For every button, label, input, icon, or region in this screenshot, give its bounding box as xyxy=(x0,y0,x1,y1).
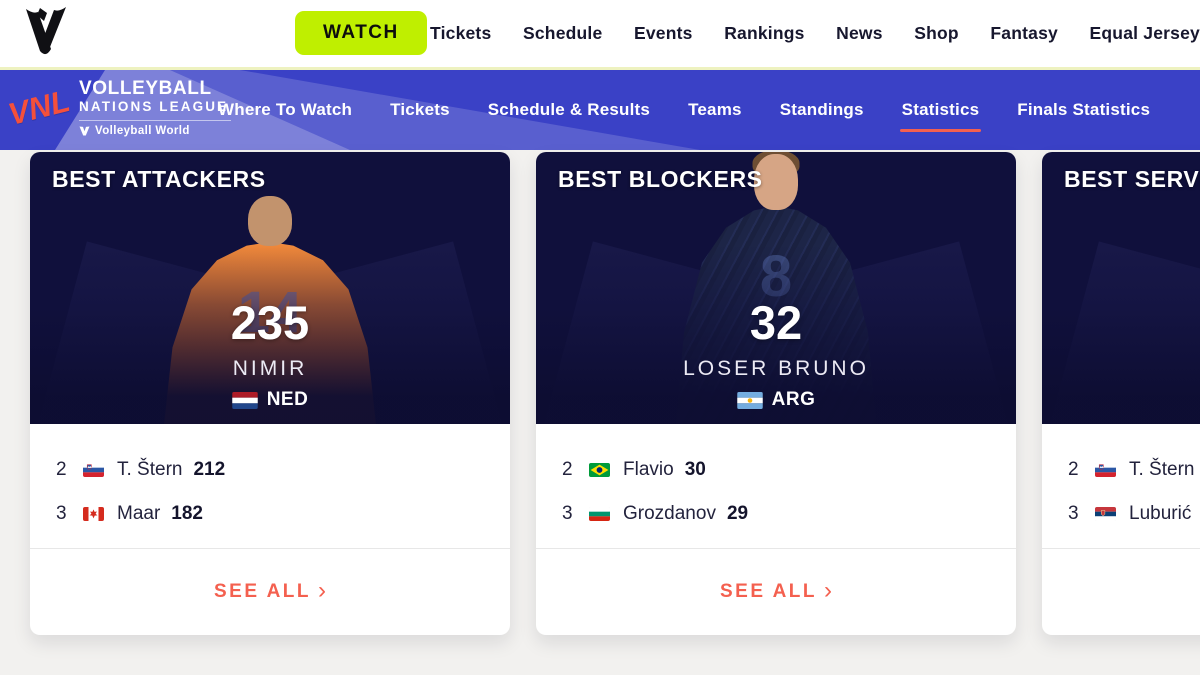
subnav-item-where-to-watch[interactable]: Where To Watch xyxy=(218,100,353,119)
topnav-item-fantasy[interactable]: Fantasy xyxy=(990,23,1058,43)
see-all-label: SEE ALL xyxy=(213,581,312,602)
card-divider xyxy=(536,548,1016,549)
runner-row[interactable]: 3Luburić24 xyxy=(1068,492,1200,536)
runner-list: 2T. Štern273Luburić24 xyxy=(1042,424,1200,548)
leader-info: 32 LOSER BRUNO ARG xyxy=(536,299,1016,411)
runner-list: 2 T. Štern 212 3 Maar 182 xyxy=(30,424,510,548)
subnav-item-statistics[interactable]: Statistics xyxy=(899,100,981,132)
vnl-line2: NATIONS LEAGUE xyxy=(79,98,229,114)
card-title: BEST BLOCKERS xyxy=(558,166,763,192)
player-head xyxy=(248,196,292,246)
card-title: BEST SERVERS xyxy=(1064,166,1200,192)
leader-country-code: NED xyxy=(266,389,309,410)
see-all-section: SEE ALL › xyxy=(1042,549,1200,635)
topbar-nav: Tickets Schedule Events Rankings News Shop Fan… xyxy=(430,0,1200,67)
runner-row[interactable]: 2T. Štern27 xyxy=(1068,448,1200,492)
chevron-right-icon: › xyxy=(824,576,833,604)
leader-name: LOSER BRUNO xyxy=(683,357,869,380)
card-title: BEST ATTACKERS xyxy=(52,166,266,192)
flag-can-icon xyxy=(83,507,104,521)
flag-ned-icon xyxy=(231,391,258,409)
runner-row[interactable]: 2 Flavio 30 xyxy=(562,448,1016,492)
stat-cards: 14 BEST ATTACKERS 235 NIMIR NED 2 T. Šter… xyxy=(30,152,1200,635)
leader-country: NED xyxy=(231,389,309,411)
flag-arg-icon xyxy=(736,391,763,409)
tagline-label: Volleyball World xyxy=(95,125,190,138)
vnl-wordmark: VNL xyxy=(4,82,74,132)
runner-rank: 2 xyxy=(562,459,573,480)
runner-rank: 3 xyxy=(56,503,67,524)
volleyball-world-tagline: Volleyball World xyxy=(79,125,190,137)
top-bar: WATCH Tickets Schedule Events Rankings News S… xyxy=(0,0,1200,70)
runner-name: Flavio xyxy=(623,459,674,480)
topnav-item-shop[interactable]: Shop xyxy=(914,23,959,43)
subnav-item-finals-statistics[interactable]: Finals Statistics xyxy=(1017,100,1151,119)
subnav-item-schedule-results[interactable]: Schedule & Results xyxy=(487,100,651,119)
card-photo-area: 14 BEST ATTACKERS 235 NIMIR NED xyxy=(30,152,510,424)
vnl-logo[interactable]: VNL VOLLEYBALL NATIONS LEAGUE Volleyball… xyxy=(4,79,231,137)
card-divider xyxy=(1042,548,1200,549)
subnav-items: Where To Watch Tickets Schedule & Results T… xyxy=(218,70,1150,150)
see-all-section: SEE ALL › xyxy=(30,549,510,635)
topnav-item-equal-jersey[interactable]: Equal Jersey xyxy=(1089,23,1200,43)
topnav-item-events[interactable]: Events xyxy=(634,23,693,43)
runner-list: 2 Flavio 30 3 Grozdanov 29 xyxy=(536,424,1016,548)
card-photo-area: BEST SERVERS xyxy=(1042,152,1200,424)
stat-card: BEST SERVERS 2T. Štern273Luburić24 SEE A… xyxy=(1042,152,1200,635)
leader-country-code: ARG xyxy=(771,389,816,410)
topnav-item-schedule[interactable]: Schedule xyxy=(523,23,603,43)
see-all-link[interactable]: SEE ALL › xyxy=(213,576,327,605)
runner-row[interactable]: 3 Grozdanov 29 xyxy=(562,492,1016,536)
card-watermark xyxy=(1043,241,1200,424)
runner-name: Grozdanov xyxy=(623,503,716,524)
runner-value: 182 xyxy=(171,503,203,524)
subnav-item-tickets[interactable]: Tickets xyxy=(390,100,450,119)
vnl-logo-divider xyxy=(79,120,231,122)
volleyball-world-logo-icon[interactable] xyxy=(24,6,68,58)
stat-card: 14 BEST ATTACKERS 235 NIMIR NED 2 T. Šter… xyxy=(30,152,510,635)
see-all-link[interactable]: SEE ALL › xyxy=(719,576,833,605)
runner-row[interactable]: 3 Maar 182 xyxy=(56,492,510,536)
topnav-item-rankings[interactable]: Rankings xyxy=(724,23,805,43)
runner-rank: 3 xyxy=(562,503,573,524)
flag-svn-icon xyxy=(83,463,104,477)
flag-svn-icon xyxy=(1095,463,1116,477)
mini-v-icon xyxy=(79,126,90,136)
flag-bra-icon xyxy=(589,463,610,477)
topnav-item-tickets[interactable]: Tickets xyxy=(430,23,492,43)
leader-stat-value: 32 xyxy=(749,296,803,349)
runner-rank: 2 xyxy=(56,459,67,480)
runner-value: 30 xyxy=(684,459,706,480)
card-divider xyxy=(30,548,510,549)
leader-country: ARG xyxy=(736,389,816,411)
runner-name: Luburić xyxy=(1129,503,1192,524)
leader-name: NIMIR xyxy=(232,357,308,380)
runner-name: T. Štern xyxy=(117,459,183,480)
stat-card: 8 BEST BLOCKERS 32 LOSER BRUNO ARG 2 Flav… xyxy=(536,152,1016,635)
see-all-label: SEE ALL xyxy=(719,581,818,602)
flag-srb-icon xyxy=(1095,507,1116,521)
watch-button[interactable]: WATCH xyxy=(295,11,427,55)
leader-info: 235 NIMIR NED xyxy=(30,299,510,411)
card-photo-area: 8 BEST BLOCKERS 32 LOSER BRUNO ARG xyxy=(536,152,1016,424)
runner-value: 29 xyxy=(726,503,749,524)
flag-bul-icon xyxy=(589,507,610,521)
subnav-item-teams[interactable]: Teams xyxy=(688,100,742,119)
chevron-right-icon: › xyxy=(318,576,327,604)
runner-row[interactable]: 2 T. Štern 212 xyxy=(56,448,510,492)
runner-value: 212 xyxy=(193,459,226,480)
leader-stat-value: 235 xyxy=(230,296,310,349)
vnl-sub-nav: VNL VOLLEYBALL NATIONS LEAGUE Volleyball… xyxy=(0,70,1200,150)
runner-rank: 2 xyxy=(1068,459,1079,480)
vnl-line1: VOLLEYBALL xyxy=(79,78,212,99)
topnav-item-news[interactable]: News xyxy=(836,23,883,43)
runner-rank: 3 xyxy=(1068,503,1079,524)
see-all-section: SEE ALL › xyxy=(536,549,1016,635)
vnl-logo-text: VOLLEYBALL NATIONS LEAGUE Volleyball Wor… xyxy=(79,79,231,137)
runner-name: T. Štern xyxy=(1129,459,1195,480)
subnav-item-standings[interactable]: Standings xyxy=(779,100,864,119)
runner-name: Maar xyxy=(117,503,161,524)
